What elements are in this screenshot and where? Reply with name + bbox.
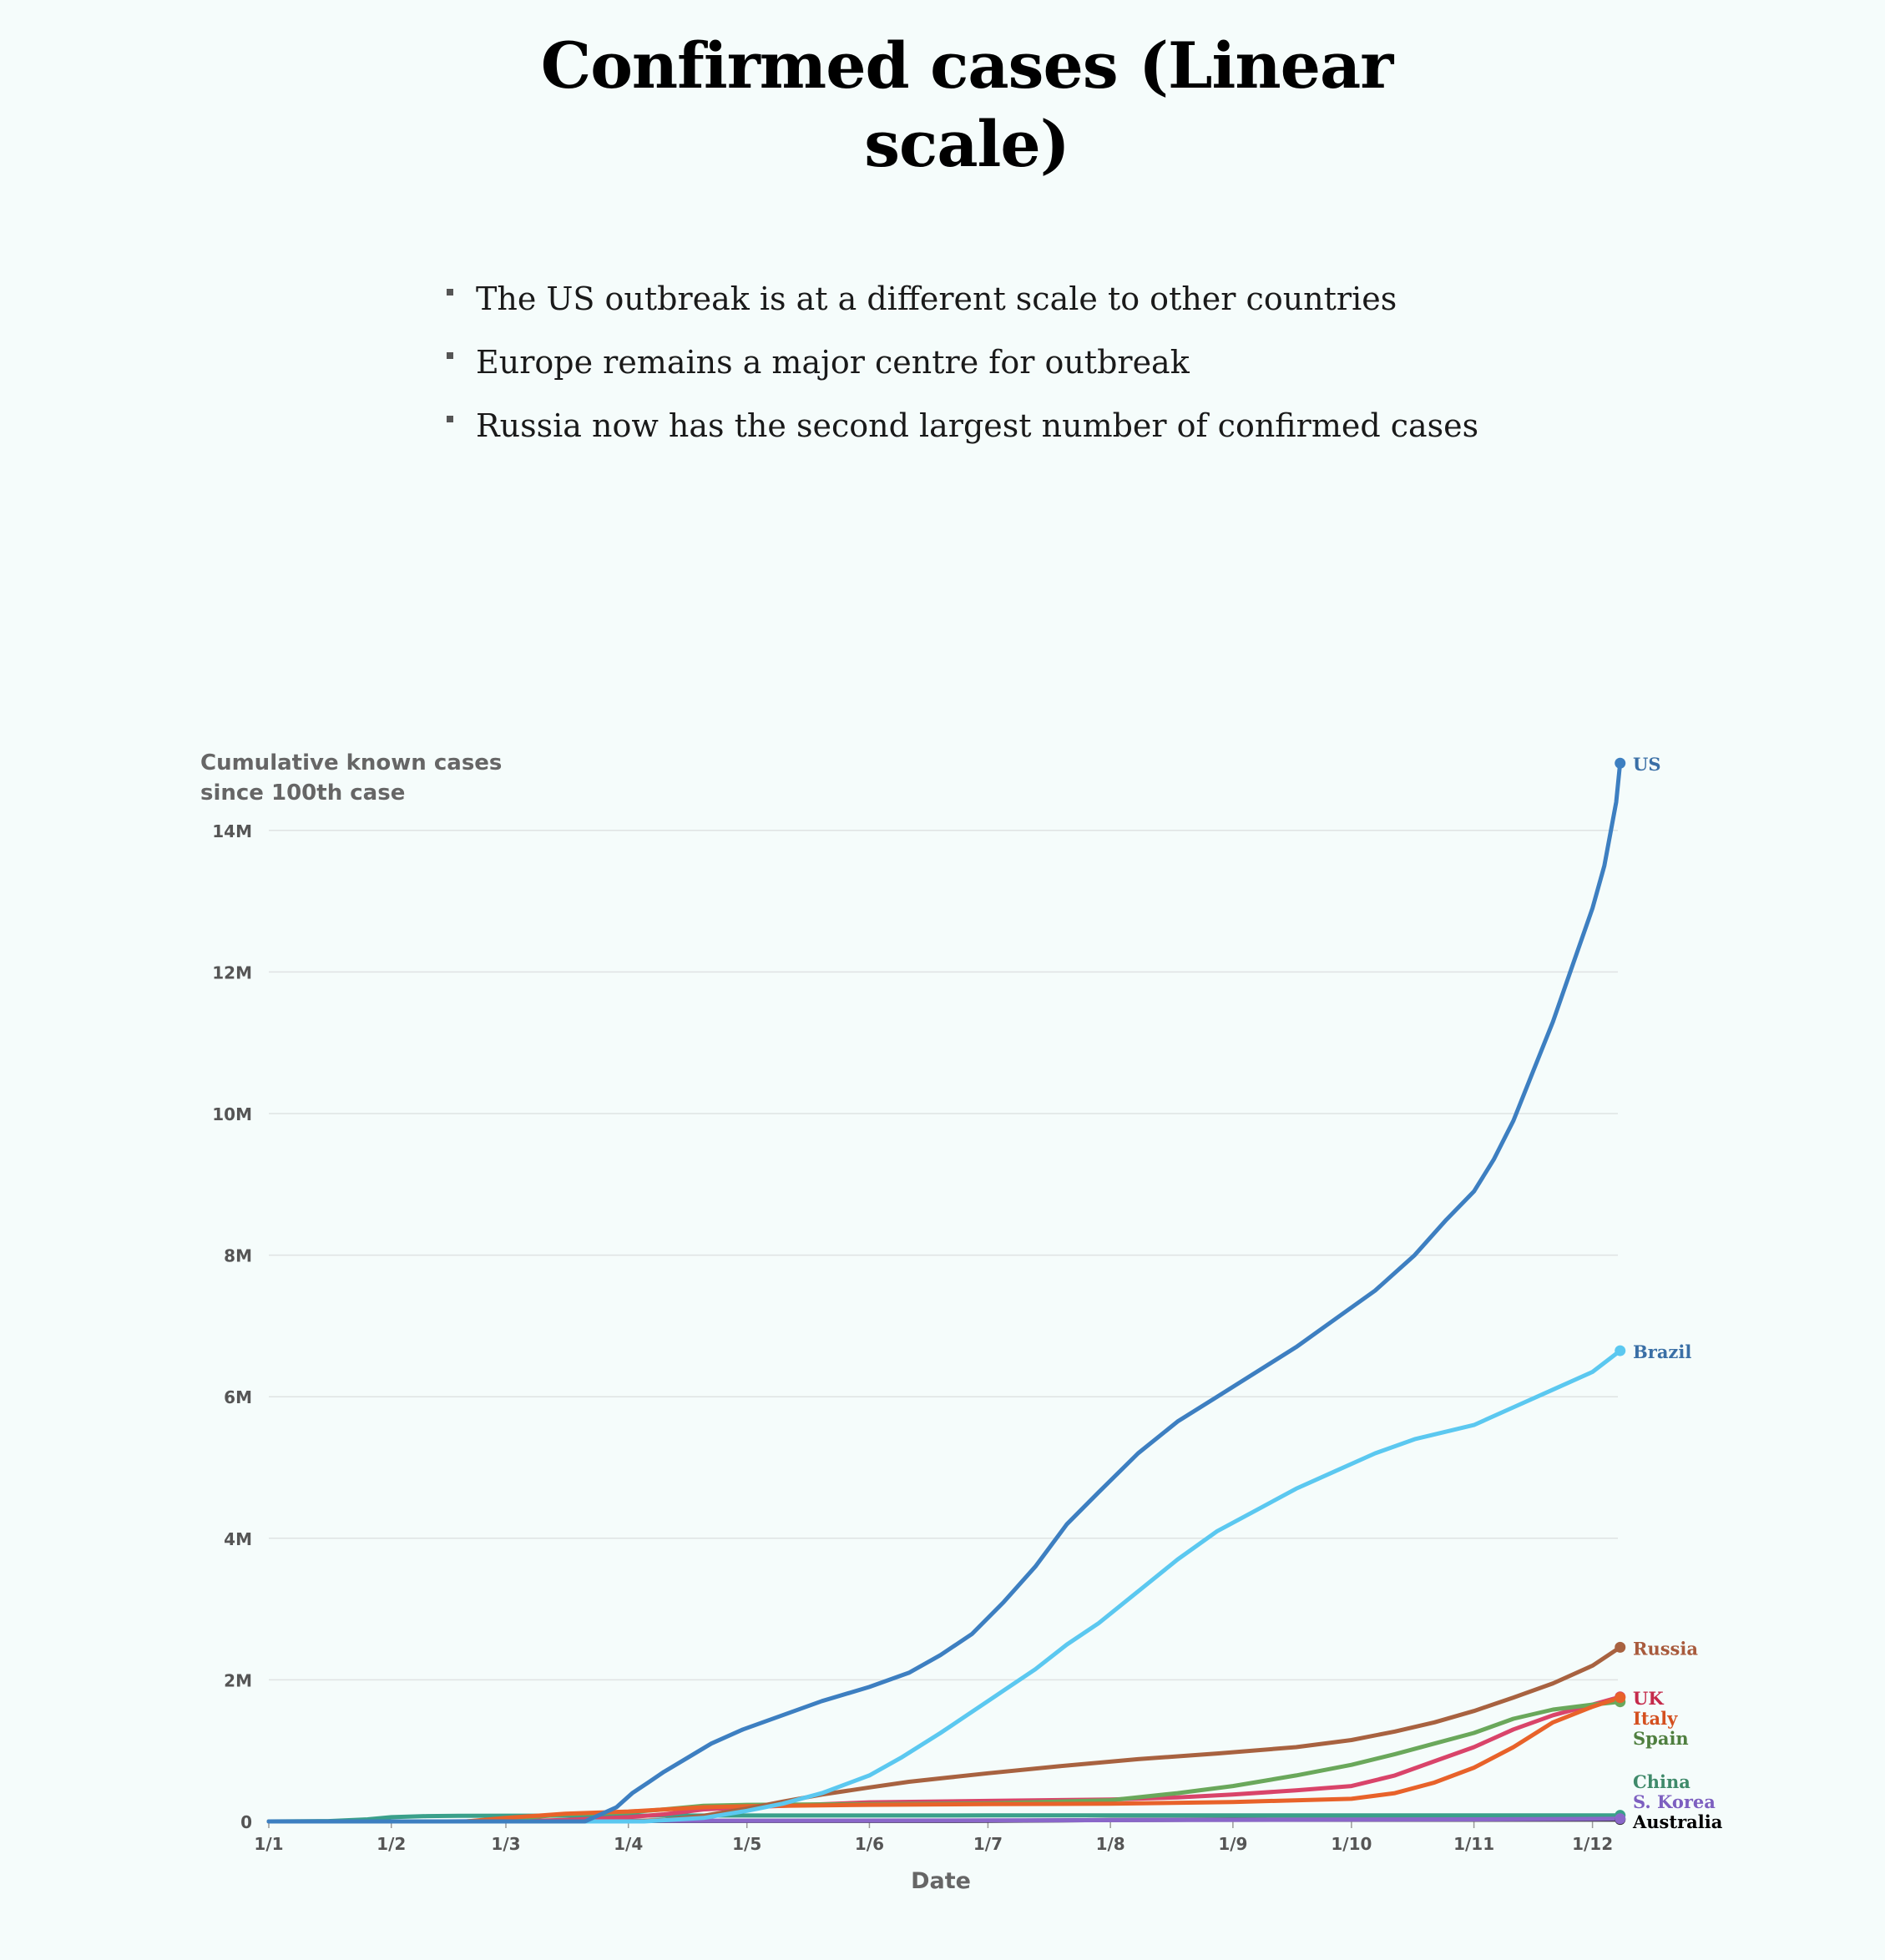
series-line-italy bbox=[266, 1695, 1623, 1824]
y-tick-label: 0 bbox=[240, 1812, 252, 1832]
x-tick-label: 1/11 bbox=[1453, 1834, 1494, 1854]
x-tick-label: 1/8 bbox=[1096, 1834, 1125, 1854]
y-tick-label: 12M bbox=[212, 962, 252, 983]
key-point: Russia now has the second largest number… bbox=[442, 394, 1778, 457]
x-tick-label: 1/3 bbox=[491, 1834, 520, 1854]
key-point: Europe remains a major centre for outbre… bbox=[442, 331, 1778, 394]
y-tick-label: 4M bbox=[224, 1529, 252, 1549]
series-label: S. Korea bbox=[1633, 1791, 1716, 1812]
x-tick-label: 1/6 bbox=[855, 1834, 884, 1854]
x-tick-label: 1/7 bbox=[973, 1834, 1003, 1854]
series-endpoints bbox=[1615, 757, 1626, 1826]
series-label: Brazil bbox=[1633, 1341, 1691, 1362]
series-label: Italy bbox=[1633, 1708, 1678, 1729]
x-tick-label: 1/12 bbox=[1572, 1834, 1613, 1854]
x-tick-label: 1/4 bbox=[614, 1834, 643, 1854]
gridlines bbox=[269, 830, 1618, 1822]
series-label: Australia bbox=[1632, 1811, 1723, 1832]
series-label: Russia bbox=[1633, 1638, 1698, 1659]
series-label: UK bbox=[1633, 1688, 1664, 1709]
y-tick-label: 2M bbox=[224, 1670, 252, 1690]
x-tick-label: 1/10 bbox=[1331, 1834, 1372, 1854]
series-endpoint bbox=[1615, 1345, 1626, 1356]
series-endpoint bbox=[1615, 1692, 1626, 1704]
x-tick-label: 1/5 bbox=[732, 1834, 761, 1854]
series-lines bbox=[266, 760, 1623, 1824]
y-tick-label: 10M bbox=[212, 1104, 252, 1124]
key-point: The US outbreak is at a different scale … bbox=[442, 267, 1778, 331]
x-tick-label: 1/1 bbox=[254, 1834, 283, 1854]
series-line-brazil bbox=[266, 1348, 1623, 1824]
y-tick-label: 8M bbox=[224, 1246, 252, 1266]
series-endpoint bbox=[1615, 1641, 1626, 1653]
series-line-russia bbox=[266, 1644, 1623, 1824]
y-axis-title-line-1: Cumulative known cases bbox=[200, 750, 503, 775]
y-axis-title: Cumulative known cases since 100th case bbox=[200, 748, 502, 808]
title-line-2: scale) bbox=[864, 107, 1070, 181]
series-endpoint bbox=[1615, 757, 1626, 769]
series-label: US bbox=[1633, 754, 1660, 775]
title-line-1: Confirmed cases (Linear bbox=[540, 28, 1393, 103]
series-label: Spain bbox=[1633, 1728, 1689, 1749]
x-axis-ticks: 1/1 1/2 1/3 1/4 1/5 1/6 1/7 1/8 1/9 1/10 1/11 1/12 bbox=[254, 1821, 1613, 1854]
y-tick-label: 6M bbox=[224, 1387, 252, 1407]
series-line-uk bbox=[266, 1695, 1623, 1824]
x-axis-title: Date bbox=[911, 1868, 971, 1894]
x-tick-label: 1/2 bbox=[376, 1834, 406, 1854]
series-label: China bbox=[1633, 1771, 1690, 1792]
y-axis-ticks: 0 2M 4M 6M 8M 10M 12M 14M bbox=[212, 821, 252, 1832]
series-endpoint bbox=[1615, 1813, 1626, 1825]
x-tick-label: 1/9 bbox=[1218, 1834, 1247, 1854]
page-title: Confirmed cases (Linear scale) bbox=[0, 27, 1885, 184]
series-line-us bbox=[266, 760, 1623, 1824]
y-axis-title-line-2: since 100th case bbox=[200, 780, 406, 806]
key-points-list: The US outbreak is at a different scale … bbox=[442, 267, 1778, 457]
y-tick-label: 14M bbox=[212, 821, 252, 841]
